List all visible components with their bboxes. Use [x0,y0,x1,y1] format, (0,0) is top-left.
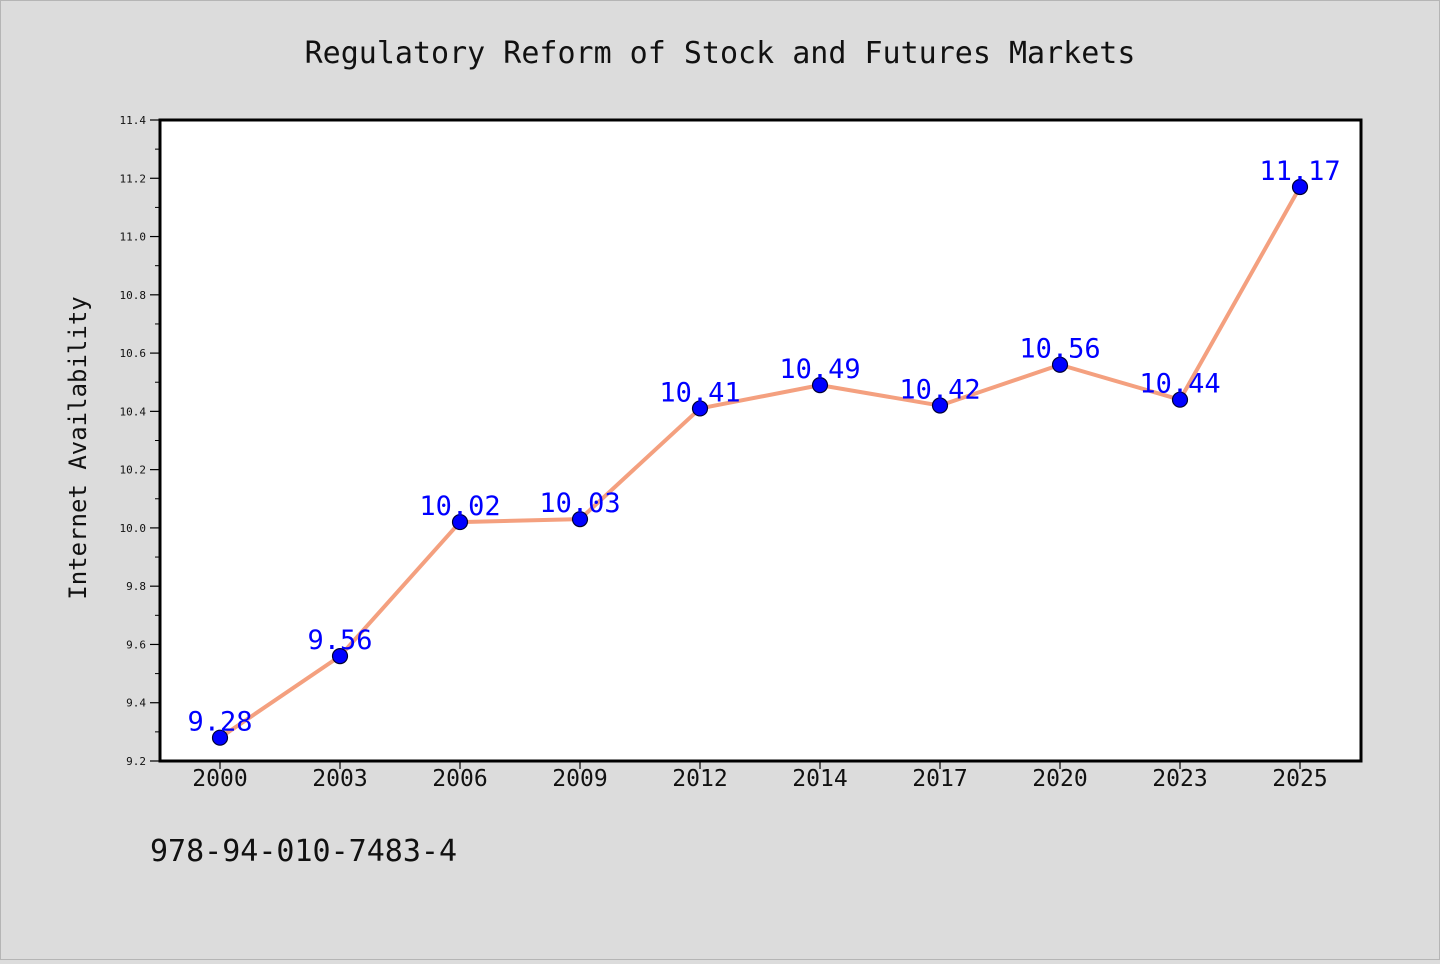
chart-title: Regulatory Reform of Stock and Futures M… [305,36,1136,71]
data-label: 9.56 [307,625,372,656]
y-tick-label: 9.8 [126,580,146,593]
data-point [691,400,709,417]
y-tick-label: 9.2 [126,755,146,768]
x-tick-label: 2000 [192,766,247,792]
x-tick-label: 2025 [1272,766,1327,792]
x-tick-label: 2017 [912,766,967,792]
data-label: 10.03 [539,488,620,519]
data-label: 10.41 [659,377,740,408]
data-point [331,648,349,665]
y-tick-label: 10.2 [120,464,147,477]
x-tick-label: 2020 [1032,766,1087,792]
x-tick-label: 2003 [312,766,367,792]
x-tick-label: 2006 [432,766,487,792]
series-line [218,185,1302,740]
data-point [811,377,829,394]
x-tick-label: 2009 [552,766,607,792]
y-axis: 9.2 9.4 9.6 9.8 10.0 10.2 10.4 10.6 10.8 11.0 11.2… [120,114,160,768]
data-point [931,397,949,414]
data-label: 10.56 [1019,334,1100,365]
y-tick-label: 11.0 [120,231,147,244]
y-tick-label: 10.4 [120,405,147,418]
data-point [571,511,589,528]
data-label: 11.17 [1259,156,1340,187]
data-label: 10.02 [419,491,500,522]
y-tick-label: 9.6 [126,638,146,651]
x-tick-label: 2012 [672,766,727,792]
data-point [211,729,229,746]
y-axis-label: Internet Availability [64,296,92,599]
data-point [1171,391,1189,408]
data-label: 10.44 [1139,369,1220,400]
x-tick-label: 2023 [1152,766,1207,792]
x-axis: 2000 2003 2006 2009 2012 2014 2017 2020 2023 2025 [192,761,1328,792]
data-point [451,513,469,531]
y-tick-label: 10.8 [120,289,147,302]
plot-area [158,118,1363,763]
y-tick-label: 11.4 [120,114,147,127]
y-tick-label: 9.4 [126,697,146,710]
series-layer: 9.28 9.56 10.02 10.03 10.41 10.49 10.42 10.56 10… [187,156,1341,746]
data-point [1291,178,1309,196]
y-tick-label: 11.2 [120,172,147,185]
data-label: 10.42 [899,375,980,406]
y-tick-label: 10.6 [120,347,147,360]
x-tick-label: 2014 [792,766,847,792]
y-tick-label: 10.0 [120,522,147,535]
data-label: 10.49 [779,354,860,385]
data-point [1051,356,1069,373]
footer-identifier: 978-94-010-7483-4 [150,834,458,869]
data-label: 9.28 [187,707,252,738]
